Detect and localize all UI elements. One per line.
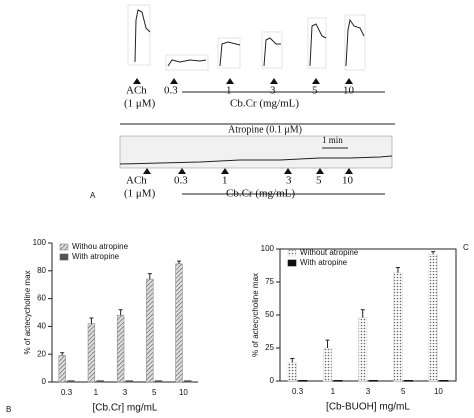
legend-label: With atropine: [72, 252, 120, 261]
y-tick-label: 50: [265, 310, 274, 319]
bar: [287, 362, 297, 382]
dose: 5: [316, 175, 322, 187]
x-tick-label: 10: [179, 388, 188, 397]
dose: 10: [342, 175, 354, 187]
dose: 3: [286, 175, 292, 187]
dose-label: Cb.Cr (mg/mL): [230, 98, 299, 110]
dose: 1: [226, 85, 232, 97]
bar: [96, 380, 104, 383]
bar: [393, 272, 403, 382]
agonist: ACh: [126, 175, 147, 187]
agonist: ACh: [126, 85, 147, 97]
error-bar: [118, 309, 123, 316]
agonist-dose: (1 μM): [124, 98, 156, 110]
bar: [184, 380, 192, 383]
bar: [358, 317, 368, 382]
error-bar: [60, 352, 65, 356]
x-axis-label: [Cb.Cr] mg/mL: [92, 403, 157, 414]
x-tick-label: 0.3: [61, 388, 73, 397]
error-bar: [290, 358, 295, 363]
bar: [403, 380, 414, 382]
dose: 10: [343, 85, 355, 97]
y-tick-label: 75: [265, 277, 274, 286]
error-bar: [395, 266, 400, 273]
dose-label: Cb.Cr (mg/mL): [226, 188, 295, 200]
y-tick-label: 100: [261, 244, 275, 253]
y-axis-label: % of actecycholine max: [251, 273, 260, 357]
y-tick-label: 100: [33, 238, 47, 247]
error-bar: [147, 273, 152, 280]
y-tick-label: 60: [37, 294, 46, 303]
error-bar: [360, 309, 365, 318]
bar: [333, 380, 343, 382]
bar: [368, 380, 378, 382]
error-bar: [325, 339, 330, 348]
error-bar: [89, 317, 94, 324]
x-tick-label: 3: [123, 388, 128, 397]
legend-swatch: [59, 243, 69, 251]
legend-label: Without atropine: [300, 248, 359, 257]
dose: 0.3: [164, 85, 178, 97]
bar: [439, 380, 449, 382]
bar: [146, 278, 154, 383]
bar: [298, 380, 308, 382]
panel-label: B: [6, 405, 11, 414]
bar: [154, 380, 163, 383]
bar: [125, 380, 134, 383]
panel-label: C: [463, 243, 469, 252]
scale-label: 1 min: [322, 135, 343, 145]
x-tick-label: 1: [331, 387, 336, 396]
x-tick-label: 10: [434, 387, 443, 396]
x-tick-label: 5: [152, 388, 157, 397]
y-tick-label: 80: [37, 266, 46, 275]
y-tick-label: 40: [37, 322, 46, 331]
agonist-dose: (1 μM): [124, 188, 156, 200]
traces: [119, 4, 395, 195]
x-tick-label: 5: [401, 387, 406, 396]
x-tick-label: 3: [366, 387, 371, 396]
y-axis-label: % of actecycholine max: [23, 270, 32, 354]
x-tick-label: 1: [94, 388, 99, 397]
dose: 3: [270, 85, 276, 97]
x-axis-label: [Cb-BUOH] mg/mL: [326, 402, 410, 413]
bar: [322, 347, 333, 382]
y-tick-label: 20: [37, 349, 46, 358]
panel-label: A: [90, 191, 96, 200]
dose: 0.3: [174, 175, 188, 187]
error-bar: [177, 260, 182, 264]
dose: 5: [312, 85, 318, 97]
y-tick-label: 25: [265, 343, 274, 352]
bar: [87, 323, 96, 383]
legend-swatch: [287, 249, 297, 257]
y-tick-label: 0: [42, 377, 47, 386]
bar: [175, 263, 183, 383]
bar: [116, 314, 125, 383]
error-bar: [431, 251, 436, 255]
y-tick-label: 0: [270, 376, 275, 385]
dose: 1: [222, 175, 228, 187]
bar: [428, 253, 438, 382]
legend-swatch: [59, 253, 69, 261]
legend-label: With atropine: [300, 258, 348, 267]
bar: [58, 355, 66, 383]
legend-swatch: [287, 259, 297, 267]
atropine-label: Atropine (0.1 μM): [228, 124, 302, 135]
bar: [67, 380, 75, 383]
x-tick-label: 0.3: [292, 387, 304, 396]
legend-label: Withou atropine: [72, 242, 129, 251]
